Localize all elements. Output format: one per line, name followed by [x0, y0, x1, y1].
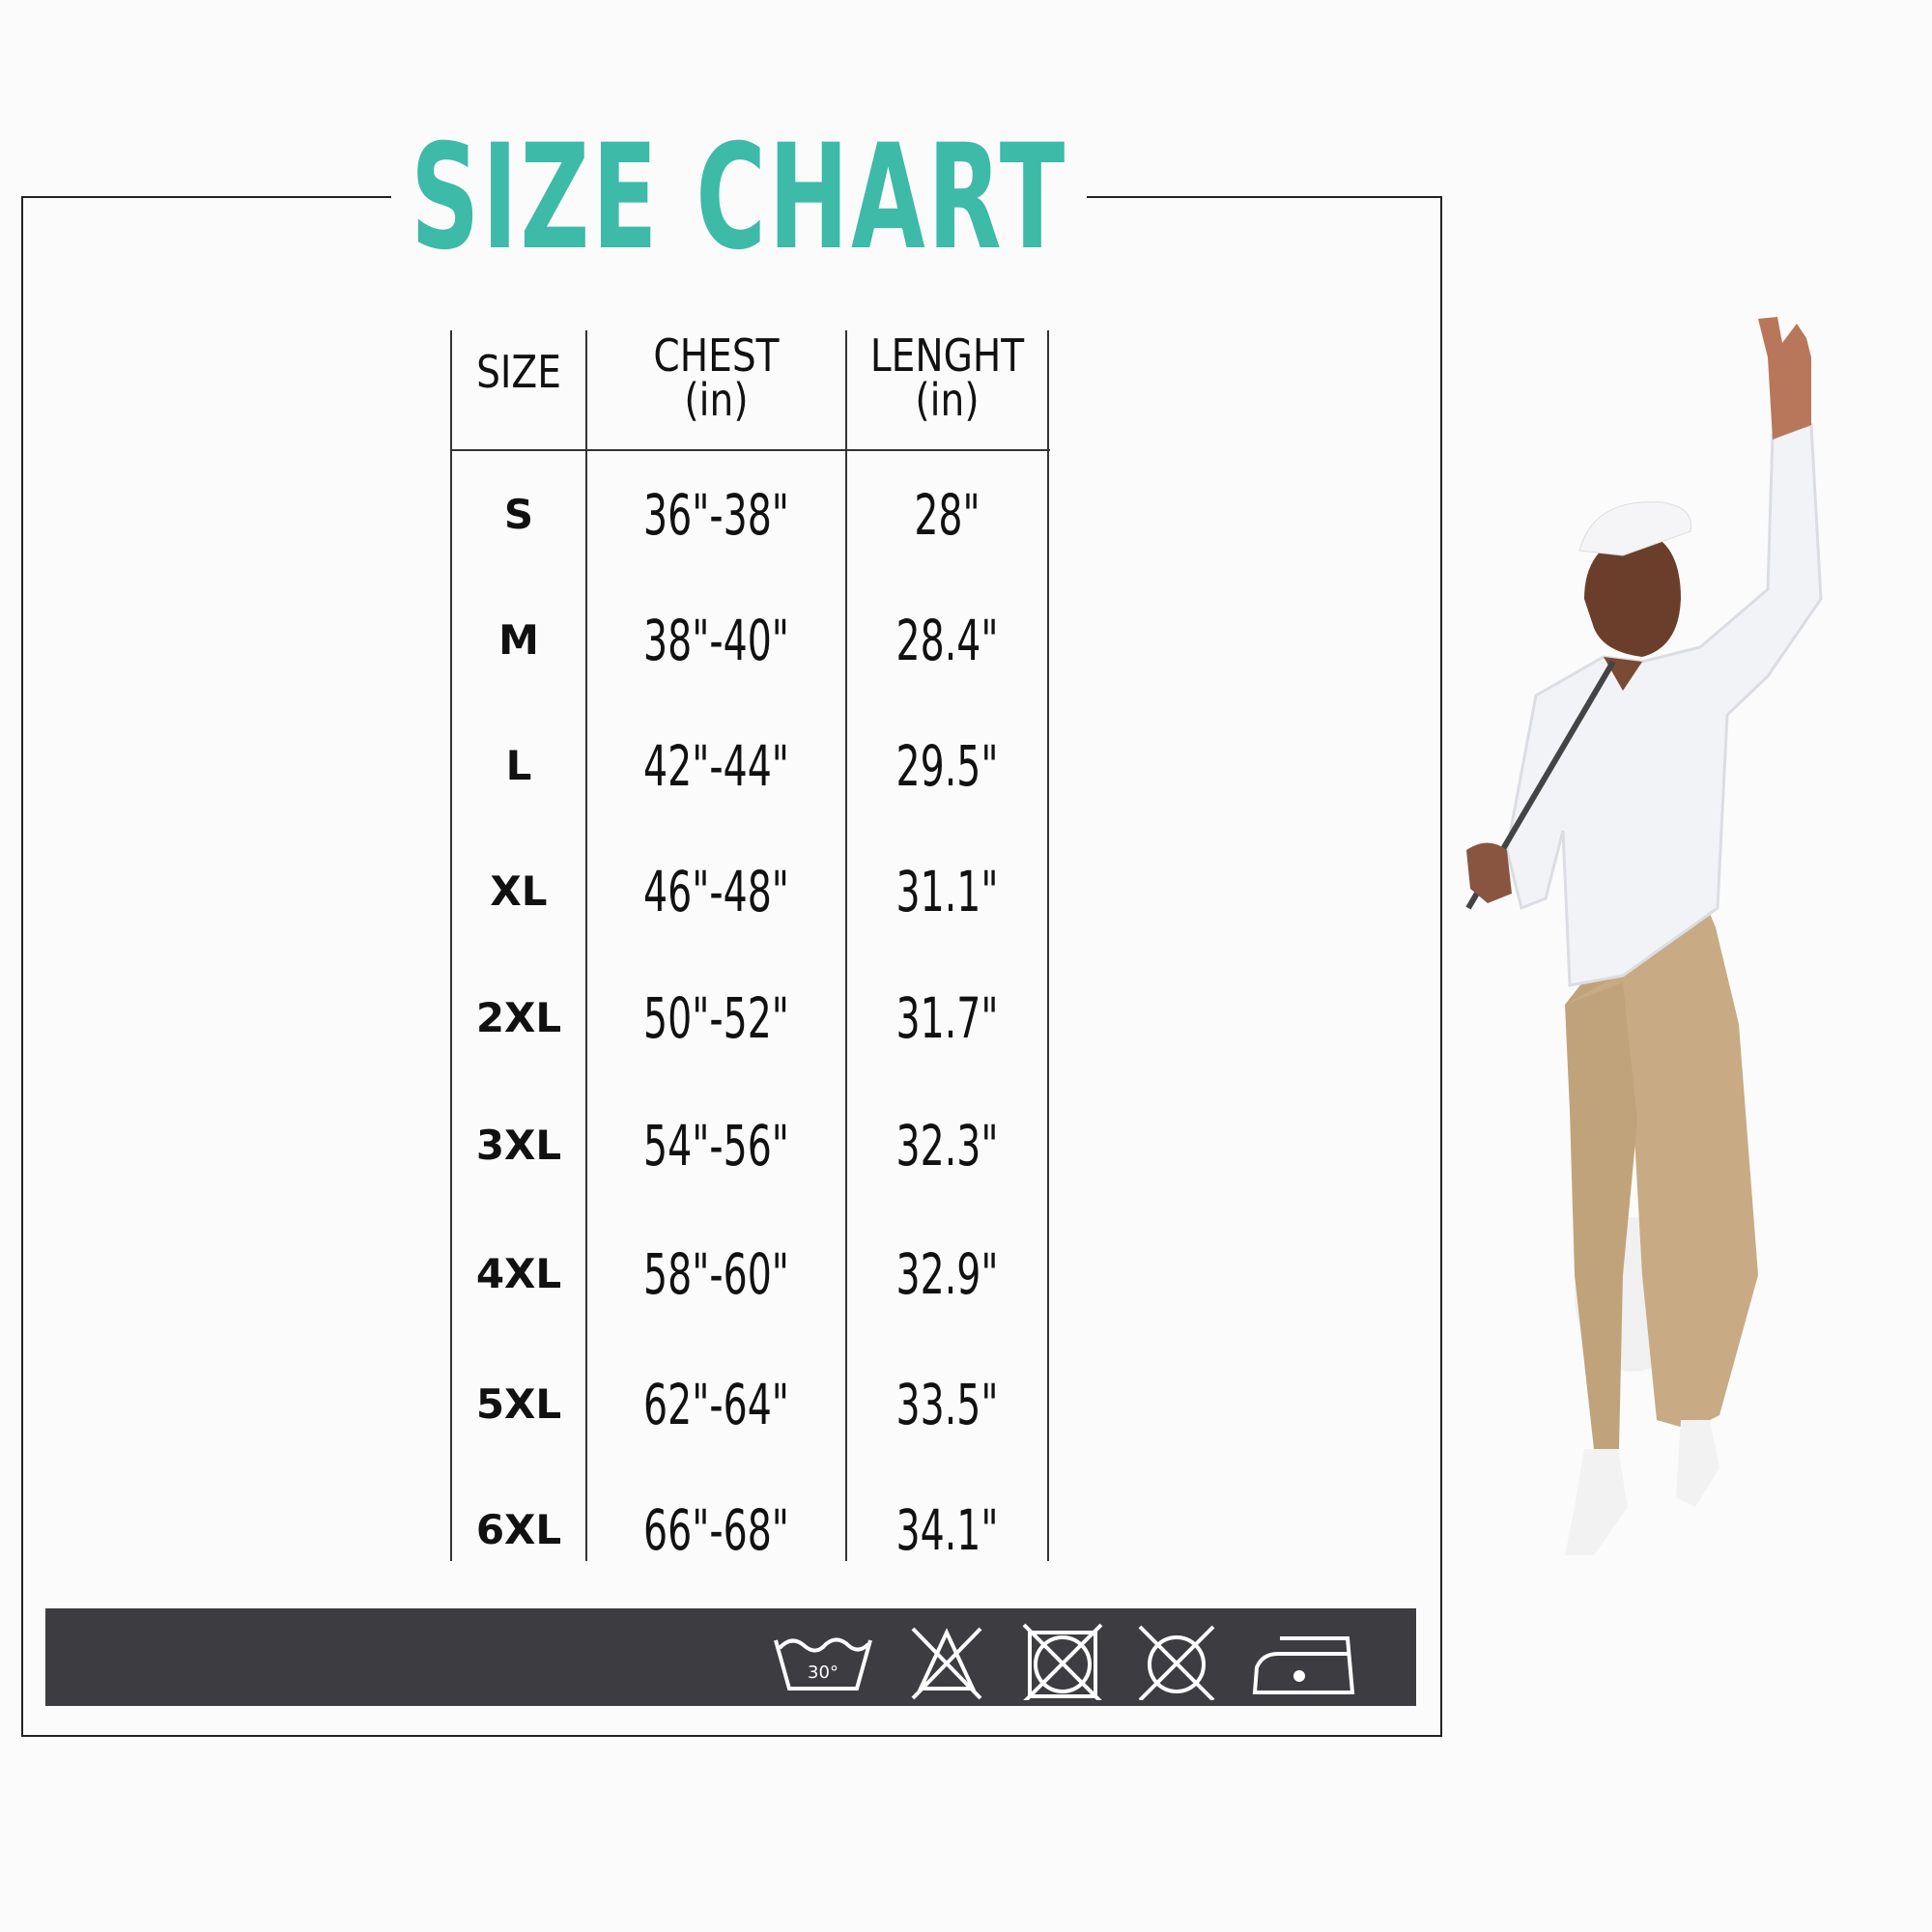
care-icons: 30°: [774, 1623, 1355, 1700]
size-cell: 4XL: [475, 1250, 562, 1297]
header-unit: (in): [915, 374, 980, 426]
length-cell: 28": [914, 482, 980, 548]
size-cell: 5XL: [475, 1380, 562, 1428]
frame-top-line-right: [1087, 196, 1440, 198]
length-cell: 32.9": [895, 1241, 999, 1307]
chart-frame: [21, 196, 1442, 1737]
length-cell: 31.1": [895, 859, 999, 924]
length-cell: 33.5": [895, 1372, 999, 1437]
no-tumble-dry-icon: [1022, 1623, 1103, 1700]
size-cell: 3XL: [475, 1122, 562, 1169]
wash-temp-label: 30°: [808, 1662, 838, 1683]
chest-cell: 58"-60": [643, 1241, 789, 1307]
size-cell: XL: [490, 867, 548, 915]
length-cell: 31.7": [895, 985, 999, 1051]
frame-top-line-left: [21, 196, 391, 198]
table-divider: [1047, 330, 1049, 1561]
size-cell: 2XL: [475, 994, 562, 1041]
chest-cell: 54"-56": [643, 1113, 789, 1179]
header-label: SIZE: [476, 346, 561, 398]
size-cell: M: [498, 616, 539, 664]
header-size: SIZE: [452, 350, 585, 394]
header-chest: CHEST (in): [587, 333, 845, 422]
iron-low-icon: [1252, 1636, 1355, 1694]
header-divider: [451, 449, 1050, 451]
size-cell: S: [503, 491, 534, 538]
length-cell: 28.4": [895, 608, 999, 673]
no-bleach-icon: [911, 1627, 982, 1700]
no-dry-clean-icon: [1138, 1625, 1215, 1700]
chest-cell: 46"-48": [643, 859, 789, 924]
size-cell: L: [505, 742, 532, 789]
wash-30-icon: 30°: [774, 1637, 872, 1690]
size-cell: 6XL: [475, 1506, 562, 1553]
table-divider: [585, 330, 587, 1561]
length-cell: 32.3": [895, 1113, 999, 1179]
chest-cell: 42"-44": [643, 733, 789, 799]
chest-cell: 50"-52": [643, 985, 789, 1051]
length-cell: 34.1": [895, 1497, 999, 1563]
header-label: LENGHT: [869, 329, 1025, 382]
chest-cell: 36"-38": [643, 482, 789, 548]
chest-cell: 62"-64": [643, 1372, 789, 1437]
page-title: SIZE CHART: [411, 114, 1067, 282]
header-length: LENGHT (in): [847, 333, 1047, 422]
chest-cell: 66"-68": [643, 1497, 789, 1563]
table-divider: [450, 330, 452, 1561]
length-cell: 29.5": [895, 733, 999, 799]
table-divider: [845, 330, 847, 1561]
header-unit: (in): [684, 374, 749, 426]
header-label: CHEST: [653, 329, 780, 382]
model-photo: [1465, 317, 1823, 1555]
chest-cell: 38"-40": [643, 608, 789, 673]
